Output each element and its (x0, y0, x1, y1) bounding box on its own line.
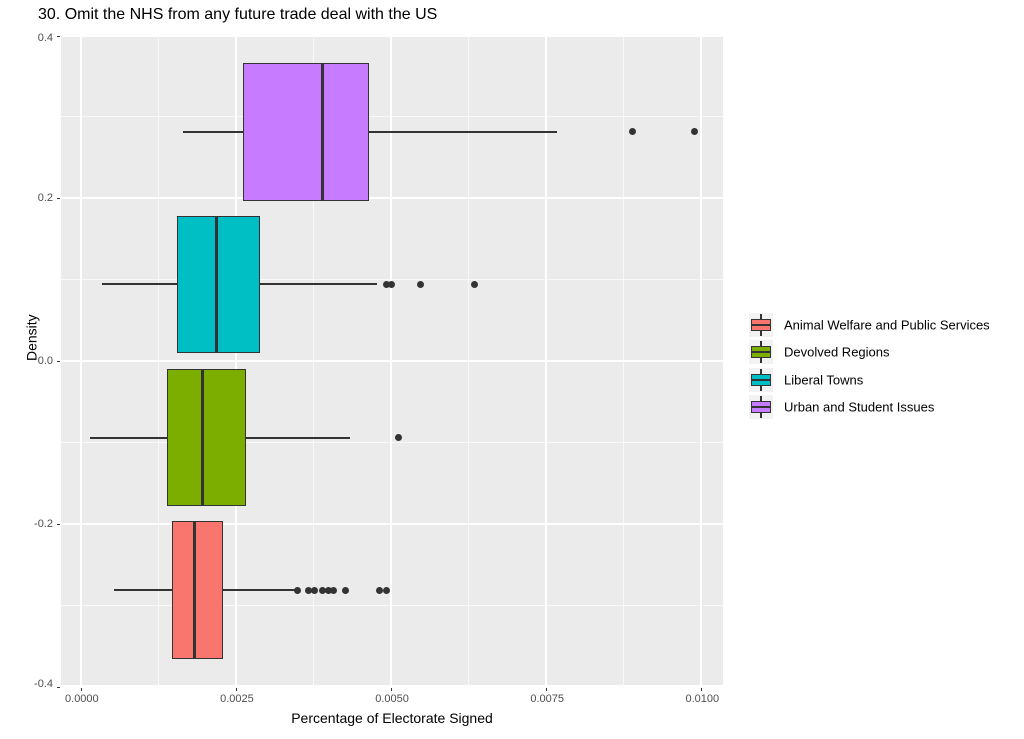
x-tick-mark (701, 688, 703, 691)
x-axis-title: Percentage of Electorate Signed (291, 710, 493, 726)
median-devolved-regions (200, 368, 204, 507)
y-tick-label: 0.2 (37, 192, 53, 204)
outlier-point (628, 128, 636, 136)
outlier-point (324, 586, 332, 594)
y-axis-title: Density (23, 314, 40, 361)
box-urban-and-student-issues (242, 63, 369, 201)
legend-item-liberal-towns: Liberal Towns (749, 367, 1024, 392)
box-liberal-towns (177, 215, 260, 354)
x-tick-label: 0.0075 (530, 693, 564, 705)
x-tick-label: 0.0050 (375, 693, 409, 705)
outlier-point (382, 280, 390, 288)
plot-panel (61, 35, 723, 687)
x-tick-mark (235, 688, 237, 691)
legend-key-boxplot-icon (749, 313, 773, 337)
box-devolved-regions (167, 368, 247, 507)
gridline-major-horizontal (61, 685, 723, 687)
x-tick-mark (80, 688, 82, 691)
y-tick-label: 0.4 (37, 32, 53, 44)
legend-key-boxplot-icon (749, 340, 773, 365)
gridline-major-horizontal (61, 197, 723, 199)
outlier-point (382, 586, 390, 594)
y-tick-mark (57, 686, 60, 688)
y-tick-label: -0.4 (34, 678, 53, 690)
legend-label: Devolved Regions (784, 344, 890, 360)
legend-key-median-line (751, 406, 771, 409)
x-tick-mark (546, 688, 548, 691)
outlier-point (310, 586, 318, 594)
outlier-point (293, 586, 301, 594)
outlier-point (341, 586, 349, 594)
x-tick-mark (391, 688, 393, 691)
legend-label: Urban and Student Issues (784, 399, 935, 415)
y-tick-mark (57, 524, 60, 525)
outlier-point (387, 280, 395, 288)
y-tick-mark (57, 35, 60, 37)
legend-key-median-line (751, 324, 771, 326)
box-animal-welfare-and-public-services (172, 521, 223, 659)
legend-item-devolved-regions: Devolved Regions (749, 340, 1024, 365)
outlier-point (375, 586, 383, 594)
legend-item-urban-and-student-issues: Urban and Student Issues (749, 395, 1024, 420)
outlier-point (470, 280, 478, 288)
outlier-point (318, 586, 326, 594)
outlier-point (417, 280, 425, 288)
median-urban-and-student-issues (320, 63, 324, 201)
outlier-point (329, 586, 337, 594)
legend-label: Liberal Towns (784, 372, 864, 388)
legend-key-boxplot-icon (749, 367, 773, 392)
y-tick-label: -0.2 (34, 518, 53, 530)
legend-key-median-line (751, 378, 771, 381)
whisker-urban-and-student-issues (183, 130, 558, 133)
gridline-major-horizontal (61, 360, 723, 362)
outlier-point (690, 128, 698, 136)
chart-title: 30. Omit the NHS from any future trade d… (38, 6, 438, 23)
legend-key-median-line (751, 351, 771, 354)
legend-label: Animal Welfare and Public Services (784, 317, 990, 333)
gridline-major-horizontal (61, 35, 723, 37)
legend-key-boxplot-icon (749, 395, 773, 420)
median-animal-welfare-and-public-services (192, 521, 196, 659)
x-tick-label: 0.0025 (220, 693, 254, 705)
gridline-major-horizontal (61, 523, 723, 525)
outlier-point (395, 434, 402, 442)
x-tick-label: 0.0000 (65, 693, 99, 705)
y-tick-mark (57, 361, 60, 362)
y-tick-mark (57, 198, 60, 199)
outlier-point (305, 586, 313, 594)
legend-item-animal-welfare-and-public-services: Animal Welfare and Public Services (749, 313, 1024, 337)
median-liberal-towns (214, 215, 218, 354)
x-tick-label: 0.0100 (685, 693, 720, 705)
y-tick-label: 0.0 (37, 355, 53, 367)
